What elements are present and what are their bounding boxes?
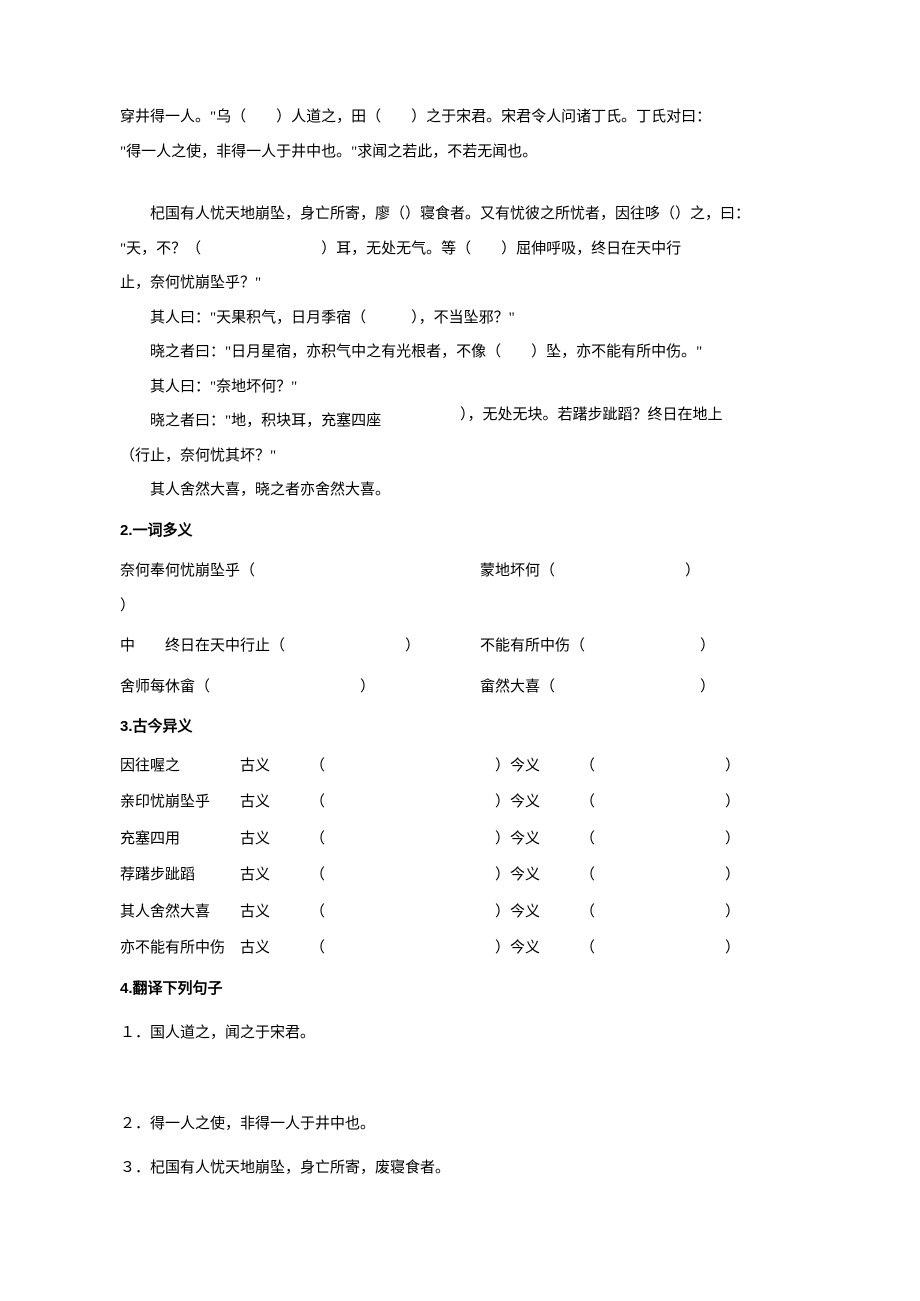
archaic-term: 亦不能有所中伤 [120, 931, 240, 966]
archaic-jin-label: 今义 [510, 858, 580, 893]
archaic-gu-blank: （） [310, 749, 510, 784]
section-4-title: 翻译下列句子 [133, 980, 223, 997]
archaic-row: 其人舍然大喜古义（）今义（） [120, 895, 800, 930]
archaic-jin-label: 今义 [510, 931, 580, 966]
story2-p8: 其人舍然大喜，晓之者亦舍然大喜。 [120, 473, 800, 508]
archaic-term: 因往喔之 [120, 749, 240, 784]
story2-p6a: 晓之者曰："地，积块耳，充塞四座 [120, 404, 460, 439]
spacer [120, 169, 800, 197]
section-3-heading: 3.古今异义 [120, 710, 800, 745]
archaic-gu-blank: （） [310, 895, 510, 930]
archaic-gu-label: 古义 [240, 858, 310, 893]
archaic-jin-label: 今义 [510, 785, 580, 820]
translate-q3: ３．杞国有人忧天地崩坠，身亡所寄，废寝食者。 [120, 1151, 800, 1186]
story1-line2: "得一人之使，非得一人于井中也。"求闻之若此，不若无闻也。 [120, 135, 800, 170]
archaic-jin-label: 今义 [510, 822, 580, 857]
archaic-gu-label: 古义 [240, 749, 310, 784]
section-4-heading: 4.翻译下列句子 [120, 972, 800, 1007]
document-page: 穿井得一人。"乌（ ）人道之，田（ ）之于宋君。宋君令人问诸丁氏。丁氏对曰： "… [0, 0, 920, 1246]
archaic-gu-blank: （） [310, 858, 510, 893]
archaic-gu-label: 古义 [240, 895, 310, 930]
translate-q1: １．国人道之，闻之于宋君。 [120, 1016, 800, 1051]
polysemy-r1l: 奈何奉何忧崩坠乎（） [120, 554, 440, 623]
story2-p1: 杞国有人忧天地崩坠，身亡所寄，廖（）寝食者。又有忧彼之所忧者，因往哆（）之，曰： [120, 197, 800, 232]
archaic-term: 荐躇步跐蹈 [120, 858, 240, 893]
spacer [120, 1051, 800, 1079]
polysemy-r2r: 不能有所中伤（） [440, 629, 800, 664]
archaic-gu-blank: （） [310, 931, 510, 966]
story2-p2b: 止，奈何忧崩坠乎？" [120, 266, 800, 301]
archaic-row: 亲印忧崩坠乎古义（）今义（） [120, 785, 800, 820]
translate-q2: ２．得一人之使，非得一人于井中也。 [120, 1107, 800, 1142]
archaic-term: 其人舍然大喜 [120, 895, 240, 930]
polysemy-row-1: 奈何奉何忧崩坠乎（） 蒙地坏何（） [120, 554, 800, 623]
spacer [120, 1079, 800, 1107]
polysemy-r3r: 畲然大喜（） [440, 670, 800, 705]
archaic-jin-blank: （） [580, 749, 740, 784]
polysemy-r2l: 中 终日在天中行止（） [120, 629, 440, 664]
polysemy-r1r: 蒙地坏何（） [440, 554, 800, 623]
archaic-gu-label: 古义 [240, 785, 310, 820]
archaic-gu-label: 古义 [240, 931, 310, 966]
archaic-term: 亲印忧崩坠乎 [120, 785, 240, 820]
archaic-gu-blank: （） [310, 822, 510, 857]
section-3-num: 3. [120, 718, 133, 735]
section-2-heading: 2.一词多义 [120, 514, 800, 549]
polysemy-row-2: 中 终日在天中行止（） 不能有所中伤（） [120, 629, 800, 664]
polysemy-row-3: 舍师每休畲（） 畲然大喜（） [120, 670, 800, 705]
section-2-title: 一词多义 [133, 522, 193, 539]
story2-p4: 晓之者曰："日月星宿，亦积气中之有光根者，不像（ ）坠，亦不能有所中伤。" [120, 335, 800, 370]
archaic-gu-label: 古义 [240, 822, 310, 857]
archaic-jin-label: 今义 [510, 895, 580, 930]
archaic-gu-blank: （） [310, 785, 510, 820]
archaic-row: 充塞四用古义（）今义（） [120, 822, 800, 857]
story2-p6: 晓之者曰："地，积块耳，充塞四座 ），无处无块。若躇步跐蹈？终日在地上 [120, 404, 800, 439]
archaic-row: 因往喔之古义（）今义（） [120, 749, 800, 784]
story1-line1: 穿井得一人。"乌（ ）人道之，田（ ）之于宋君。宋君令人问诸丁氏。丁氏对曰： [120, 100, 800, 135]
archaic-jin-blank: （） [580, 931, 740, 966]
archaic-jin-blank: （） [580, 822, 740, 857]
archaic-jin-blank: （） [580, 785, 740, 820]
story2-p6b: ），无处无块。若躇步跐蹈？终日在地上 [460, 398, 800, 433]
story2-p3: 其人曰："天果积气，日月季宿（ ），不当坠邪？" [120, 301, 800, 336]
section-4-num: 4. [120, 980, 133, 997]
archaic-row: 亦不能有所中伤古义（）今义（） [120, 931, 800, 966]
archaic-jin-blank: （） [580, 895, 740, 930]
archaic-row: 荐躇步跐蹈古义（）今义（） [120, 858, 800, 893]
archaic-table: 因往喔之古义（）今义（）亲印忧崩坠乎古义（）今义（）充塞四用古义（）今义（）荐躇… [120, 749, 800, 966]
archaic-jin-label: 今义 [510, 749, 580, 784]
archaic-term: 充塞四用 [120, 822, 240, 857]
story2-p7: （行止，奈何忧其坏？" [120, 439, 800, 474]
section-2-num: 2. [120, 522, 133, 539]
section-3-title: 古今异义 [133, 718, 193, 735]
archaic-jin-blank: （） [580, 858, 740, 893]
story2-p2a: "天，不？（ ）耳，无处无气。等（ ）屈伸呼吸，终日在天中行 [120, 232, 800, 267]
polysemy-r3l: 舍师每休畲（） [120, 670, 440, 705]
